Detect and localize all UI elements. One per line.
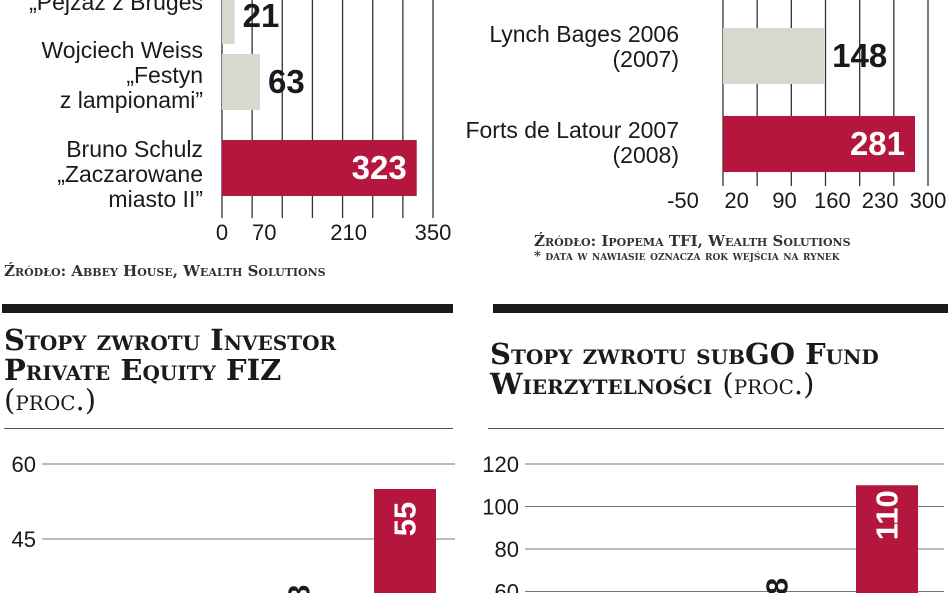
chart-title-investor: Stopy zwrotu Investor Private Equity FIZ… xyxy=(4,325,336,415)
chart-title-subgo: Stopy zwrotu subGO Fund Wierzytelności (… xyxy=(490,339,879,399)
section-rule-right xyxy=(493,304,948,313)
y-tick-label: 45 xyxy=(12,527,36,552)
bar xyxy=(222,0,235,44)
x-tick-label: 210 xyxy=(330,220,367,245)
chart-title-subgo-line2: Wierzytelności xyxy=(490,367,713,401)
bar-value-label: 148 xyxy=(832,37,887,74)
x-tick-label: -50 xyxy=(667,188,699,213)
bar-value-label: 48 xyxy=(760,578,795,593)
footnote-wines: * data w nawiasie oznacza rok wejścia na… xyxy=(534,249,840,264)
chart-title-investor-line2: Private Equity FIZ xyxy=(4,353,282,387)
bar-value-label: 63 xyxy=(268,63,305,100)
y-tick-label: 60 xyxy=(12,452,36,477)
category-label-line: Bruno Schulz xyxy=(66,136,203,162)
category-label-line: „Festyn xyxy=(126,62,203,88)
category-label-line: „Pejzaż z Bruges xyxy=(29,0,203,15)
chart-unit-investor: (proc.) xyxy=(4,383,97,417)
x-tick-label: 70 xyxy=(252,220,276,245)
category-label: „Pejzaż z Bruges xyxy=(29,0,203,15)
category-label: Lynch Bages 2006 (2007) xyxy=(489,22,679,72)
bar xyxy=(856,485,918,593)
y-tick-label: 100 xyxy=(482,495,519,520)
y-tick-label: 60 xyxy=(495,580,519,593)
bar-value-label: 28 xyxy=(282,585,317,593)
bar-value-label: 281 xyxy=(850,125,905,162)
category-label: Bruno Schulz „Zaczarowane miasto II” xyxy=(57,137,203,212)
category-label-line: miasto II” xyxy=(108,186,203,212)
title-divider-subgo xyxy=(488,428,944,429)
title-divider-investor xyxy=(4,428,453,429)
x-tick-label: 90 xyxy=(772,188,796,213)
bar xyxy=(222,140,417,196)
bar xyxy=(222,54,260,110)
chart-unit-subgo: (proc.) xyxy=(722,367,815,401)
y-tick-label: 120 xyxy=(482,452,519,477)
x-tick-label: 20 xyxy=(724,188,748,213)
category-label-line: „Zaczarowane xyxy=(57,161,203,187)
section-rule-left xyxy=(2,304,453,313)
bar-value-label: 55 xyxy=(388,502,423,536)
chart-title-subgo-line1: Stopy zwrotu subGO Fund xyxy=(490,337,879,371)
source-label-artworks: Źródło: Abbey House, Wealth Solutions xyxy=(4,262,326,280)
bar-value-label: 110 xyxy=(870,490,905,540)
category-label-line: Lynch Bages 2006 xyxy=(489,21,679,47)
y-tick-label: 80 xyxy=(495,537,519,562)
x-tick-label: 350 xyxy=(415,220,452,245)
x-tick-label: 160 xyxy=(814,188,851,213)
bar xyxy=(723,116,916,172)
bar-value-label: 21 xyxy=(243,0,280,34)
bar xyxy=(723,28,825,84)
source-label-wines: Źródło: Ipopema TFI, Wealth Solutions xyxy=(534,232,851,250)
category-label-line: (2007) xyxy=(612,46,679,72)
category-label-line: z lampionami” xyxy=(59,87,203,113)
x-tick-label: 300 xyxy=(910,188,947,213)
x-tick-label: 0 xyxy=(216,220,228,245)
category-label: Wojciech Weiss „Festyn z lampionami” xyxy=(42,38,203,113)
chart-title-investor-line1: Stopy zwrotu Investor xyxy=(4,323,337,357)
x-tick-label: 230 xyxy=(862,188,899,213)
bar-value-label: 323 xyxy=(352,149,407,186)
category-label-line: Wojciech Weiss xyxy=(41,37,203,63)
category-label-line: (2008) xyxy=(612,142,679,168)
bar xyxy=(374,489,436,593)
category-label: Forts de Latour 2007 (2008) xyxy=(465,118,679,168)
category-label-line: Forts de Latour 2007 xyxy=(465,117,679,143)
